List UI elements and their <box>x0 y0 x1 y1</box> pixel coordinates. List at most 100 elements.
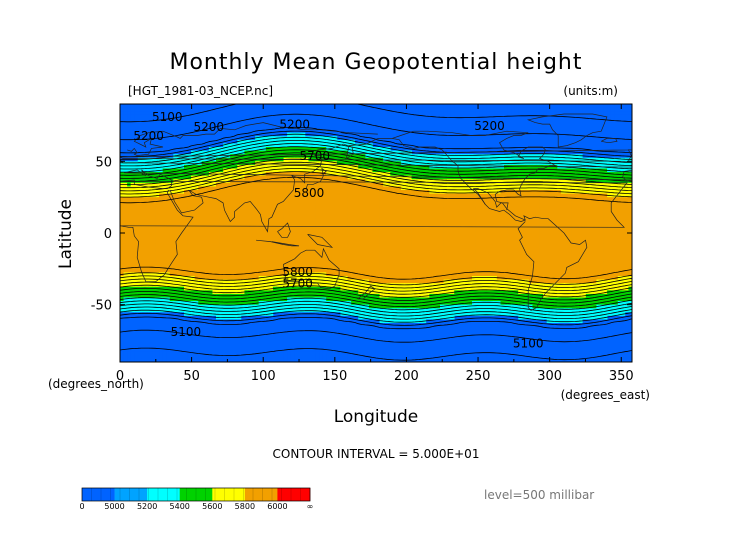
heatmap-cell <box>358 229 363 234</box>
heatmap-cell <box>244 175 249 180</box>
heatmap-cell <box>560 247 565 252</box>
heatmap-cell <box>585 186 590 191</box>
heatmap-cell <box>614 197 619 202</box>
heatmap-cell <box>166 218 171 223</box>
heatmap-cell <box>315 240 320 245</box>
heatmap-cell <box>592 236 597 241</box>
heatmap-cell <box>127 197 132 202</box>
heatmap-cell <box>464 207 469 212</box>
heatmap-cell <box>546 240 551 245</box>
heatmap-cell <box>628 254 632 259</box>
heatmap-cell <box>525 225 530 230</box>
heatmap-cell <box>315 254 320 259</box>
heatmap-cell <box>187 243 192 248</box>
heatmap-cell <box>134 233 139 237</box>
heatmap-cell <box>376 190 380 194</box>
heatmap-cell <box>322 150 327 155</box>
heatmap-cell <box>336 172 341 177</box>
heatmap-cell <box>557 200 562 205</box>
heatmap-cell <box>329 258 334 263</box>
heatmap-cell <box>500 243 505 248</box>
heatmap-cell <box>454 104 459 108</box>
heatmap-cell <box>272 193 277 198</box>
heatmap-cell <box>123 261 128 266</box>
heatmap-cell <box>315 218 320 223</box>
heatmap-cell <box>191 258 196 263</box>
heatmap-cell <box>493 204 498 209</box>
heatmap-cell <box>304 161 309 166</box>
heatmap-cell <box>496 254 501 259</box>
heatmap-cell <box>568 250 572 255</box>
heatmap-cell <box>265 233 270 237</box>
heatmap-cell <box>525 175 530 180</box>
heatmap-cell <box>504 111 508 116</box>
heatmap-cell <box>617 111 622 116</box>
heatmap-cell <box>607 233 612 237</box>
heatmap-cell <box>333 229 338 234</box>
heatmap-cell <box>525 193 530 198</box>
heatmap-cell <box>347 186 352 191</box>
heatmap-cell <box>326 236 331 241</box>
heatmap-cell <box>198 204 203 209</box>
heatmap-cell <box>600 175 604 180</box>
heatmap-cell <box>322 197 327 202</box>
heatmap-cell <box>290 233 295 237</box>
heatmap-cell <box>511 233 516 237</box>
heatmap-cell <box>258 139 263 144</box>
heatmap-cell <box>141 258 146 263</box>
heatmap-cell <box>176 190 181 194</box>
heatmap-cell <box>603 204 608 209</box>
heatmap-cell <box>187 236 192 241</box>
heatmap-cell <box>368 258 373 263</box>
heatmap-cell <box>329 175 334 180</box>
heatmap-cell <box>514 190 519 194</box>
heatmap-cell <box>624 258 629 263</box>
heatmap-cell <box>536 240 540 245</box>
heatmap-cell <box>283 172 288 177</box>
heatmap-cell <box>450 240 455 245</box>
heatmap-cell <box>240 250 245 255</box>
heatmap-cell <box>436 222 441 227</box>
heatmap-cell <box>176 215 181 220</box>
heatmap-cell <box>155 207 160 212</box>
heatmap-cell <box>404 150 409 155</box>
heatmap-cell <box>180 240 185 245</box>
heatmap-cell <box>169 247 174 252</box>
heatmap-cell <box>557 225 562 230</box>
heatmap-cell <box>329 193 334 198</box>
heatmap-cell <box>500 179 505 184</box>
heatmap-cell <box>294 225 299 230</box>
heatmap-cell <box>194 207 199 212</box>
heatmap-cell <box>504 247 508 252</box>
heatmap-cell <box>333 258 338 263</box>
heatmap-cell <box>251 247 256 252</box>
heatmap-cell <box>194 179 199 184</box>
heatmap-cell <box>624 161 629 166</box>
heatmap-cell <box>141 261 146 266</box>
heatmap-cell <box>233 236 238 241</box>
heatmap-cell <box>365 193 370 198</box>
heatmap-cell <box>393 107 398 112</box>
heatmap-cell <box>365 218 370 223</box>
heatmap-cell <box>582 243 587 248</box>
heatmap-cell <box>155 247 160 252</box>
heatmap-cell <box>290 222 295 227</box>
heatmap-cell <box>393 186 398 191</box>
heatmap-cell <box>607 107 612 112</box>
heatmap-cell <box>361 193 366 198</box>
heatmap-cell <box>536 179 540 184</box>
heatmap-cell <box>376 240 380 245</box>
heatmap-cell <box>127 168 132 173</box>
heatmap-cell <box>383 197 388 202</box>
heatmap-cell <box>408 161 412 166</box>
heatmap-cell <box>560 258 565 263</box>
heatmap-cell <box>539 200 544 205</box>
heatmap-cell <box>425 215 430 220</box>
heatmap-cell <box>283 250 288 255</box>
heatmap-cell <box>486 182 491 187</box>
heatmap-cell <box>287 168 292 173</box>
heatmap-cell <box>568 204 572 209</box>
heatmap-cell <box>180 182 185 187</box>
heatmap-cell <box>489 111 494 116</box>
